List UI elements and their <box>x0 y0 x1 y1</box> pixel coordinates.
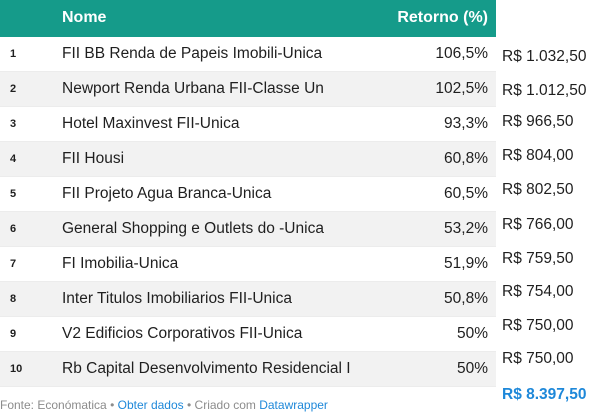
return-value: 51,9% <box>444 255 488 272</box>
rank-label: 2 <box>10 83 17 95</box>
rank-label: 6 <box>10 223 17 235</box>
rank-label: 1 <box>10 48 17 60</box>
table-body: 1 FII BB Renda de Papeis Imobili-Unica 106… <box>0 37 496 387</box>
table-row: 2 Newport Renda Urbana FII-Classe Un 102,5… <box>0 72 496 107</box>
return-value: 60,8% <box>444 150 488 167</box>
column-header-name: Nome <box>62 9 107 26</box>
source-text: Fonte: Económatica <box>0 398 107 412</box>
fund-name: FII Housi <box>62 150 125 167</box>
footer: Fonte: Económatica • Obter dados • Criad… <box>0 398 328 412</box>
rank-label: 3 <box>10 118 17 130</box>
rank-label: 7 <box>10 258 17 270</box>
rank-label: 5 <box>10 188 17 200</box>
table-header: Nome Retorno (%) <box>0 0 496 37</box>
invested-value: R$ 1.032,50 <box>502 48 587 65</box>
rank-label: 10 <box>10 363 23 375</box>
invested-value: R$ 754,00 <box>502 283 574 300</box>
return-value: 50,8% <box>444 290 488 307</box>
table-row: 5 FII Projeto Agua Branca-Unica 60,5% <box>0 177 496 212</box>
return-value: 50% <box>456 325 488 342</box>
table-row: 7 FI Imobilia-Unica 51,9% <box>0 247 496 282</box>
rank-label: 8 <box>10 293 17 305</box>
fund-name: Newport Renda Urbana FII-Classe Un <box>62 80 324 97</box>
invested-value: R$ 759,50 <box>502 250 574 267</box>
rank-label: 9 <box>10 328 17 340</box>
column-header-return: Retorno (%) <box>397 9 488 26</box>
return-value: 93,3% <box>444 115 488 132</box>
invested-value: R$ 802,50 <box>502 181 574 198</box>
return-value: 50% <box>456 360 488 377</box>
return-value: 60,5% <box>444 185 488 202</box>
separator: • <box>106 398 118 412</box>
fund-name: Inter Titulos Imobiliarios FII-Unica <box>62 290 292 307</box>
table-row: 10 Rb Capital Desenvolvimento Residencial… <box>0 352 496 387</box>
table-row: 4 FII Housi 60,8% <box>0 142 496 177</box>
return-value: 53,2% <box>444 220 488 237</box>
table-row: 9 V2 Edificios Corporativos FII-Unica 50% <box>0 317 496 352</box>
fund-name: General Shopping e Outlets do -Unica <box>62 220 324 237</box>
created-with-text: Criado com <box>194 398 260 412</box>
return-value: 106,5% <box>435 45 488 62</box>
invested-value: R$ 966,50 <box>502 113 574 130</box>
table-row: 3 Hotel Maxinvest FII-Unica 93,3% <box>0 107 496 142</box>
rank-label: 4 <box>10 153 17 165</box>
invested-value: R$ 804,00 <box>502 147 574 164</box>
fund-name: FII Projeto Agua Branca-Unica <box>62 185 272 202</box>
table-row: 8 Inter Titulos Imobiliarios FII-Unica 50,… <box>0 282 496 317</box>
invested-value: R$ 766,00 <box>502 216 574 233</box>
invested-value: R$ 1.012,50 <box>502 82 587 99</box>
fund-name: FII BB Renda de Papeis Imobili-Unica <box>62 45 323 62</box>
total-value: R$ 8.397,50 <box>502 386 587 403</box>
ranking-table: Nome Retorno (%) 1 FII BB Renda de Papeis… <box>0 0 496 387</box>
invested-value: R$ 750,00 <box>502 350 574 367</box>
fund-name: Hotel Maxinvest FII-Unica <box>62 115 240 132</box>
fund-name: V2 Edificios Corporativos FII-Unica <box>62 325 303 342</box>
datawrapper-link[interactable]: Datawrapper <box>259 398 328 412</box>
get-data-link[interactable]: Obter dados <box>117 398 184 412</box>
fund-name: Rb Capital Desenvolvimento Residencial I <box>62 360 351 377</box>
table-row: 6 General Shopping e Outlets do -Unica 53,… <box>0 212 496 247</box>
table-row: 1 FII BB Renda de Papeis Imobili-Unica 106… <box>0 37 496 72</box>
fund-name: FI Imobilia-Unica <box>62 255 179 272</box>
invested-value: R$ 750,00 <box>502 317 574 334</box>
return-value: 102,5% <box>435 80 488 97</box>
separator: • <box>183 398 195 412</box>
